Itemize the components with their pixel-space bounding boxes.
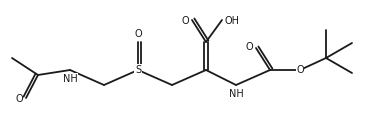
Text: O: O [181,16,189,26]
Text: O: O [296,65,304,75]
Text: O: O [15,94,23,104]
Text: OH: OH [225,16,239,26]
Text: O: O [245,42,253,52]
Text: NH: NH [62,74,77,84]
Text: S: S [135,65,141,75]
Text: NH: NH [229,89,243,99]
Text: O: O [134,29,142,39]
